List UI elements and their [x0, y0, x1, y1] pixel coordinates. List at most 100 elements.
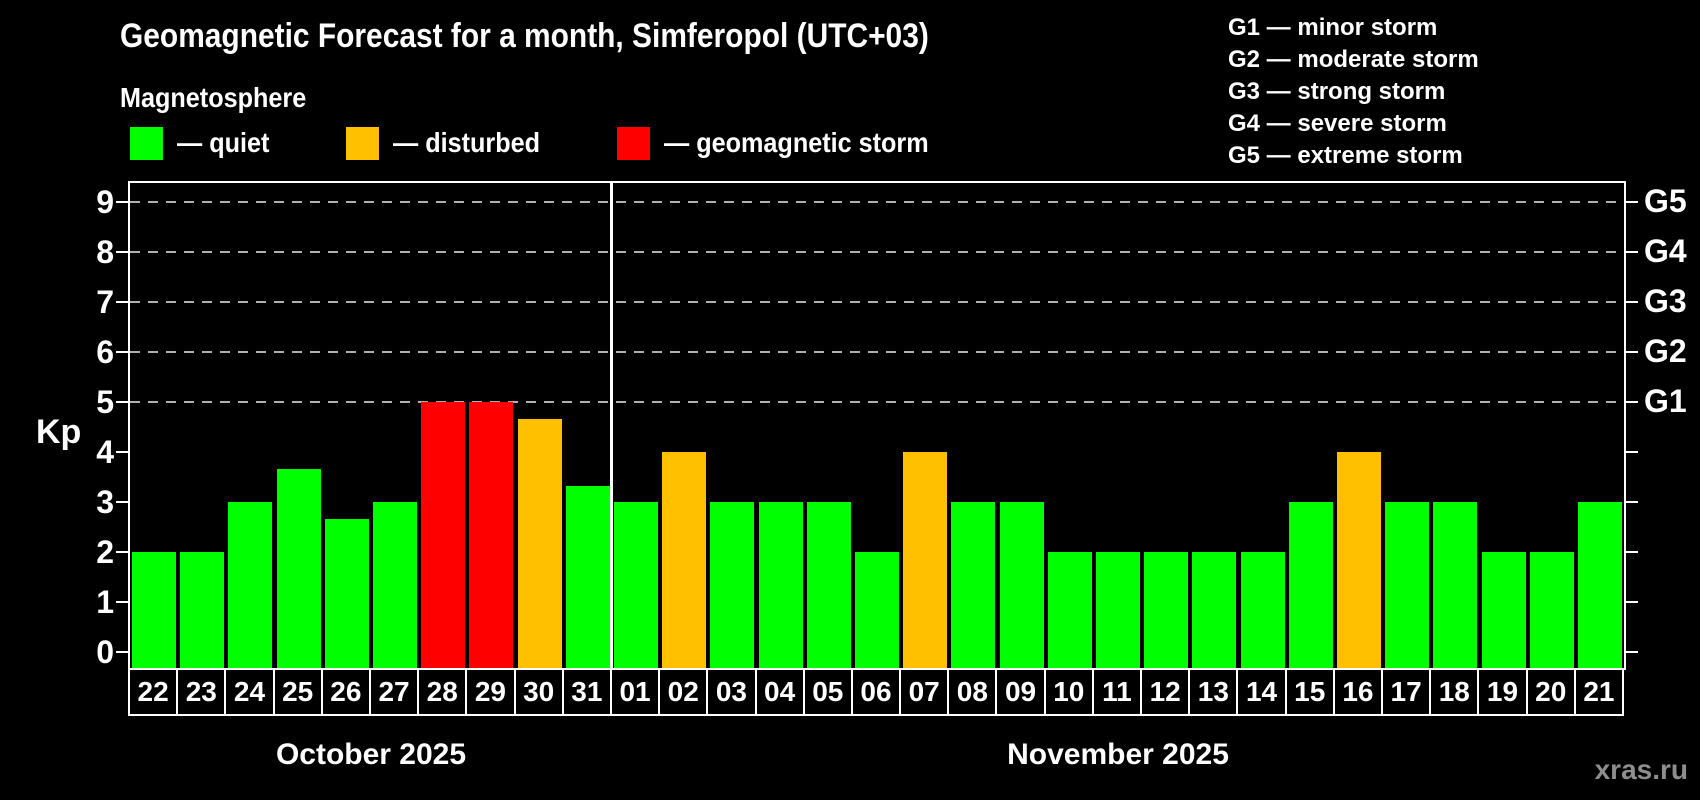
y-tick-label-1: 1 [96, 584, 114, 620]
kp-bar-20 [1529, 552, 1574, 668]
gridline-kp7 [130, 301, 1624, 303]
date-cell-17: 17 [1381, 668, 1432, 716]
y-tick-label-6: 6 [96, 334, 114, 370]
right-tick-1 [1626, 601, 1638, 603]
date-cell-30: 30 [513, 668, 564, 716]
kp-bar-21 [1577, 502, 1622, 668]
kp-bar-29 [469, 402, 514, 668]
date-cell-31: 31 [561, 668, 612, 716]
y-tick-label-9: 9 [96, 184, 114, 220]
kp-bar-01 [614, 502, 659, 668]
date-cell-04: 04 [754, 668, 805, 716]
date-cell-25: 25 [272, 668, 323, 716]
date-cell-09: 09 [995, 668, 1046, 716]
kp-bar-15 [1288, 502, 1333, 668]
gridline-kp6 [130, 351, 1624, 353]
kp-bar-30 [517, 418, 562, 668]
g-legend-line-g5: G5 — extreme storm [1228, 142, 1463, 169]
left-tick-9 [116, 201, 128, 203]
kp-bar-04 [758, 502, 803, 668]
right-tick-8 [1626, 251, 1638, 253]
kp-bar-22 [132, 552, 177, 668]
kp-bar-12 [1144, 552, 1189, 668]
g-legend-line-g1: G1 — minor storm [1228, 14, 1438, 41]
month-label-november: November 2025 [1007, 738, 1229, 771]
g-scale-label-g2: G2 [1644, 333, 1687, 369]
date-cell-01: 01 [609, 668, 661, 716]
left-tick-7 [116, 301, 128, 303]
legend-label-disturbed: — disturbed [393, 127, 541, 158]
date-cell-11: 11 [1091, 668, 1143, 716]
right-tick-7 [1626, 301, 1638, 303]
chart-title: Geomagnetic Forecast for a month, Simfer… [120, 17, 929, 55]
kp-bar-10 [1047, 552, 1092, 668]
date-cell-21: 21 [1573, 668, 1624, 716]
kp-bar-27 [373, 502, 418, 668]
g-legend-line-g2: G2 — moderate storm [1228, 46, 1479, 73]
date-cell-10: 10 [1043, 668, 1094, 716]
left-tick-3 [116, 501, 128, 503]
kp-bar-08 [951, 502, 996, 668]
left-tick-1 [116, 601, 128, 603]
plot-area [128, 181, 1626, 670]
kp-bar-17 [1385, 502, 1430, 668]
kp-bar-18 [1433, 502, 1478, 668]
date-cell-20: 20 [1525, 668, 1576, 716]
kp-bar-02 [662, 452, 707, 668]
month-label-october: October 2025 [275, 738, 467, 771]
disturbed-color-swatch [346, 126, 379, 160]
date-cell-23: 23 [176, 668, 227, 716]
date-cell-22: 22 [128, 668, 179, 716]
right-tick-9 [1626, 201, 1638, 203]
g-scale-label-g4: G4 [1644, 233, 1687, 269]
y-tick-label-3: 3 [96, 484, 114, 520]
gridline-kp9 [130, 201, 1624, 203]
kp-bar-06 [855, 552, 899, 668]
left-tick-8 [116, 251, 128, 253]
legend-item-storm: — geomagnetic storm [617, 126, 958, 160]
y-tick-label-7: 7 [96, 284, 114, 320]
legend-item-disturbed: — disturbed [346, 126, 556, 160]
left-tick-5 [116, 401, 128, 403]
date-cell-14: 14 [1236, 668, 1287, 716]
right-tick-0 [1626, 651, 1638, 653]
date-cell-19: 19 [1477, 668, 1528, 716]
kp-bar-07 [903, 452, 948, 668]
kp-bar-14 [1240, 552, 1285, 668]
y-tick-label-0: 0 [96, 634, 114, 670]
month-separator [610, 183, 614, 668]
watermark: xras.ru [1594, 754, 1688, 785]
y-axis-title: Kp [36, 413, 82, 451]
legend-item-quiet: — quiet [130, 126, 280, 160]
chart-subtitle: Magnetosphere [120, 82, 307, 113]
date-cell-13: 13 [1188, 668, 1239, 716]
date-cell-28: 28 [417, 668, 468, 716]
date-cell-05: 05 [802, 668, 853, 716]
date-cell-06: 06 [850, 668, 902, 716]
gridline-kp5 [130, 401, 1624, 403]
kp-bar-31 [565, 485, 610, 668]
kp-bar-28 [421, 402, 466, 668]
left-tick-2 [116, 551, 128, 553]
g-scale-label-g3: G3 [1644, 283, 1687, 319]
left-tick-6 [116, 351, 128, 353]
g-scale-label-g5: G5 [1644, 183, 1687, 219]
date-cell-27: 27 [368, 668, 420, 716]
legend-label-quiet: — quiet [177, 127, 270, 158]
right-tick-2 [1626, 551, 1638, 553]
date-cell-24: 24 [224, 668, 275, 716]
kp-bar-13 [1192, 552, 1237, 668]
kp-bar-25 [276, 468, 321, 668]
y-tick-label-2: 2 [96, 534, 114, 570]
kp-bar-26 [324, 518, 369, 668]
quiet-color-swatch [130, 126, 163, 160]
date-cell-03: 03 [706, 668, 757, 716]
kp-bar-23 [180, 552, 225, 668]
date-cell-26: 26 [320, 668, 371, 716]
date-cell-08: 08 [947, 668, 998, 716]
date-cell-12: 12 [1140, 668, 1191, 716]
left-tick-0 [116, 651, 128, 653]
kp-bar-24 [228, 502, 273, 668]
kp-bar-16 [1336, 452, 1381, 668]
date-cell-16: 16 [1332, 668, 1384, 716]
